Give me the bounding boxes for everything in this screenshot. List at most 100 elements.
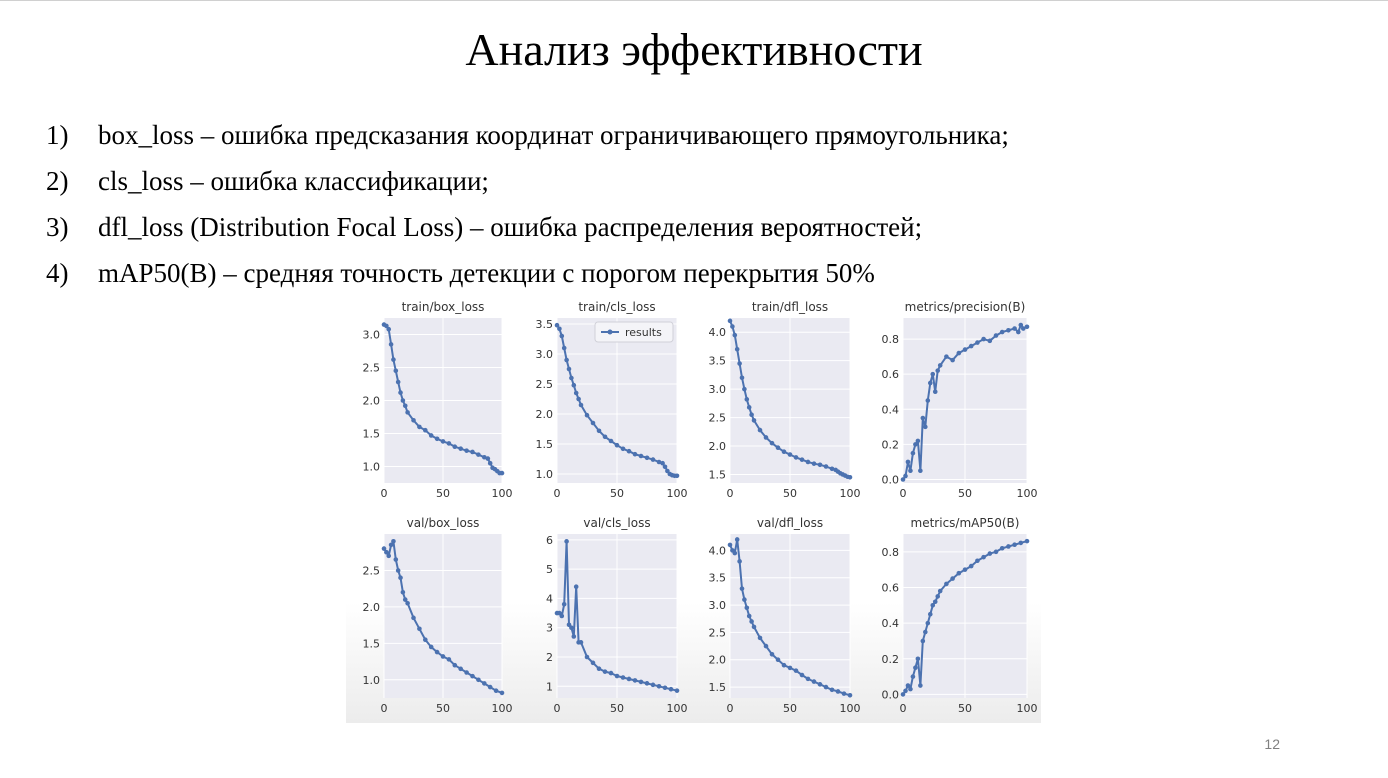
data-point xyxy=(811,461,817,466)
y-tick-label: 1.5 xyxy=(363,428,381,441)
x-tick-label: 50 xyxy=(610,702,624,715)
data-point xyxy=(440,654,446,659)
data-point xyxy=(910,450,916,456)
data-point xyxy=(402,403,408,409)
data-point xyxy=(913,442,918,447)
x-tick-label: 50 xyxy=(783,702,797,715)
x-tick-label: 0 xyxy=(554,487,561,500)
data-point xyxy=(608,438,614,444)
data-point xyxy=(950,357,955,363)
x-tick-label: 50 xyxy=(958,487,972,500)
data-point xyxy=(571,382,577,388)
x-tick-label: 100 xyxy=(492,702,513,715)
bullet-number: 1) xyxy=(46,120,69,150)
chart-panel: 0 50 100 0.0 0.2 0.4 0.6 0.8 metrics/mAP50(B) xyxy=(882,516,1038,715)
y-tick-label: 2 xyxy=(546,651,553,664)
legend: results xyxy=(594,321,674,343)
data-point xyxy=(805,676,811,682)
legend-label: results xyxy=(625,326,662,339)
x-tick-label: 100 xyxy=(1017,487,1038,500)
data-point xyxy=(956,570,962,576)
chart-title: metrics/mAP50(B) xyxy=(911,516,1020,530)
data-point xyxy=(746,613,752,619)
data-point xyxy=(464,670,469,675)
data-point xyxy=(847,692,853,698)
data-point xyxy=(968,343,974,349)
data-point xyxy=(930,603,936,608)
y-tick-label: 4.0 xyxy=(709,544,727,557)
y-tick-label: 0.4 xyxy=(882,617,900,630)
data-point xyxy=(993,333,999,338)
data-point xyxy=(614,442,620,448)
data-point xyxy=(962,567,968,572)
data-point xyxy=(1018,540,1024,546)
y-tick-label: 0.2 xyxy=(882,438,900,451)
y-tick-label: 0.0 xyxy=(882,473,900,486)
data-point xyxy=(499,470,505,476)
x-tick-label: 0 xyxy=(381,702,388,715)
y-tick-label: 3.5 xyxy=(709,572,727,585)
bullet-item: 2) cls_loss – ошибка классификации; xyxy=(46,158,1009,204)
data-point xyxy=(975,558,980,564)
y-tick-label: 2.0 xyxy=(709,654,727,667)
data-point xyxy=(440,439,446,444)
data-point xyxy=(787,452,793,457)
data-point xyxy=(650,682,656,688)
data-point xyxy=(626,448,632,454)
data-point xyxy=(493,688,499,694)
x-tick-label: 50 xyxy=(436,702,450,715)
data-point xyxy=(620,675,626,680)
data-point xyxy=(446,441,452,446)
data-point xyxy=(482,681,487,686)
data-point xyxy=(656,683,662,689)
chart-title: train/box_loss xyxy=(402,300,485,314)
data-point xyxy=(638,679,644,685)
data-point xyxy=(596,666,602,672)
data-point xyxy=(632,451,638,457)
data-point xyxy=(393,368,399,374)
chart-title: train/dfl_loss xyxy=(752,300,828,314)
data-point xyxy=(944,581,949,587)
data-point xyxy=(590,420,596,426)
data-point xyxy=(950,576,955,581)
data-point xyxy=(915,656,921,662)
data-point xyxy=(411,418,416,423)
data-point xyxy=(668,686,674,692)
data-point xyxy=(559,613,565,619)
data-point xyxy=(499,690,505,696)
data-point xyxy=(482,454,487,460)
data-point xyxy=(823,684,829,690)
data-point xyxy=(411,615,416,621)
y-tick-label: 0.6 xyxy=(882,368,900,381)
data-point xyxy=(446,657,452,662)
chart-panel: 0 50 100 1.0 1.5 2.0 2.5 3.0 3.5 train/cls_lossre… xyxy=(536,300,688,500)
x-tick-label: 0 xyxy=(727,487,734,500)
data-point xyxy=(564,539,569,544)
data-point xyxy=(944,354,949,359)
x-tick-label: 100 xyxy=(667,702,688,715)
y-tick-label: 4 xyxy=(546,592,553,605)
data-point xyxy=(554,322,560,328)
data-point xyxy=(386,553,392,559)
x-tick-label: 0 xyxy=(381,487,388,500)
data-point xyxy=(913,665,918,670)
data-point xyxy=(915,438,921,444)
chart-title: val/box_loss xyxy=(407,516,480,530)
data-point xyxy=(737,559,742,564)
data-point xyxy=(458,446,463,451)
data-point xyxy=(557,326,562,332)
bullet-text: box_loss – ошибка предсказания координат… xyxy=(98,120,1009,150)
data-point xyxy=(920,638,926,644)
data-point xyxy=(805,459,811,465)
data-point xyxy=(644,455,650,461)
data-point xyxy=(903,473,908,479)
x-tick-label: 100 xyxy=(667,487,688,500)
y-tick-label: 3.5 xyxy=(709,355,727,368)
legend-box xyxy=(594,321,674,343)
x-tick-label: 0 xyxy=(727,702,734,715)
data-point xyxy=(981,554,986,560)
page-number: 12 xyxy=(1264,736,1280,752)
data-point xyxy=(999,329,1005,335)
data-point xyxy=(905,459,911,465)
data-point xyxy=(930,371,936,377)
